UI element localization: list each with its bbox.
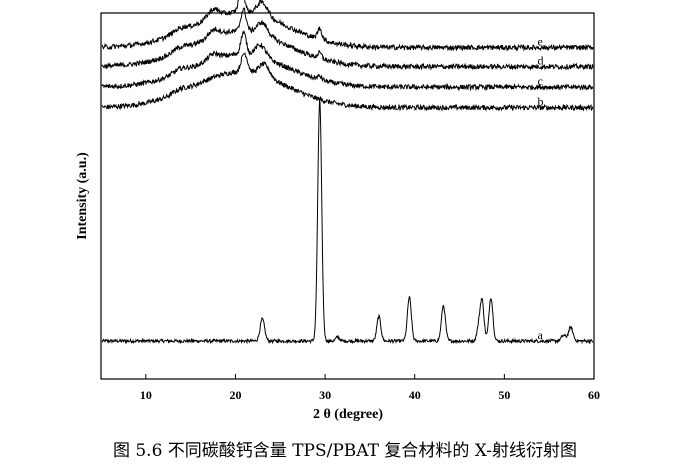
x-tick-label: 40 bbox=[409, 388, 421, 402]
x-tick-label: 50 bbox=[498, 388, 510, 402]
x-tick-label: 30 bbox=[319, 388, 331, 402]
series-line-a bbox=[101, 101, 594, 345]
curve-label-a: a bbox=[538, 328, 544, 342]
figure-caption: 图 5.6 不同碳酸钙含量 TPS/PBAT 复合材料的 X-射线衍射图 bbox=[112, 441, 578, 461]
series-line-c bbox=[101, 30, 594, 92]
y-axis-title: Intensity (a.u.) bbox=[75, 152, 90, 240]
x-axis-ticks: 10 20 30 40 50 60 bbox=[140, 374, 600, 402]
series-line-e bbox=[101, 0, 594, 52]
series-line-d bbox=[101, 7, 594, 71]
curve-label-b: b bbox=[538, 95, 544, 109]
curve-label-e: e bbox=[538, 35, 543, 49]
x-axis-title: 2 θ (degree) bbox=[313, 407, 383, 422]
x-tick-label: 60 bbox=[588, 388, 600, 402]
curve-label-d: d bbox=[538, 54, 544, 68]
curve-label-c: c bbox=[538, 74, 543, 88]
plot-frame bbox=[100, 12, 595, 380]
x-tick-label: 10 bbox=[140, 388, 152, 402]
x-tick-label: 20 bbox=[229, 388, 241, 402]
series-group bbox=[101, 0, 594, 345]
series-line-b bbox=[101, 52, 594, 112]
